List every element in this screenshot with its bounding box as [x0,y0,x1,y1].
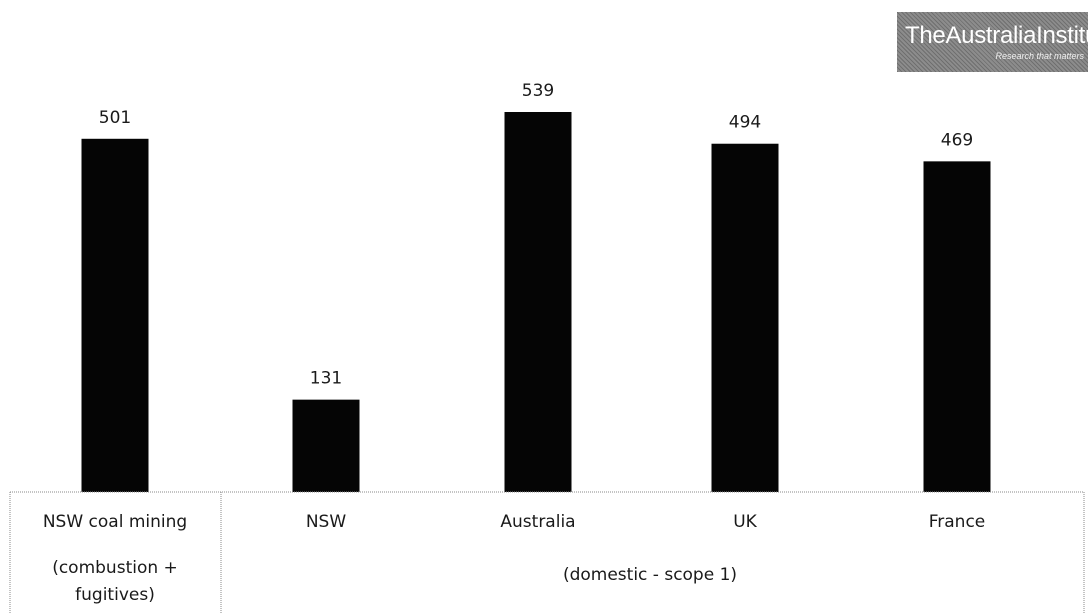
value-label-nsw-coal-mining: 501 [99,108,131,128]
value-label-nsw: 131 [310,369,342,389]
value-labels-group: 501 131 539 494 469 [99,81,973,389]
bar-nsw [292,399,360,492]
category-label-nsw-coal-mining: NSW coal mining [43,512,187,532]
category-label-australia: Australia [500,512,575,532]
value-label-uk: 494 [729,113,761,133]
category-label-france: France [929,512,986,532]
category-table-frame [9,491,1085,613]
australia-institute-logo: TheAustraliaInstitute Research that matt… [897,12,1088,72]
category-labels-group: NSW coal mining (combustion + fugitives) NS… [43,512,985,605]
bar-australia [504,112,572,492]
category-label-uk: UK [733,512,757,532]
bars-group [81,112,991,493]
bar-france [923,161,991,492]
category-sublabel-nsw-coal-mining-2: fugitives) [75,585,155,605]
logo-tagline: Research that matters [995,51,1084,61]
bar-nsw-coal-mining [81,138,149,493]
value-label-france: 469 [941,130,973,150]
category-sublabel-nsw-coal-mining-1: (combustion + [52,558,178,578]
value-label-australia: 539 [522,81,554,101]
group-label: (domestic - scope 1) [563,565,737,585]
category-label-nsw: NSW [306,512,347,532]
logo-text: TheAustraliaInstitute [905,22,1088,49]
bar-uk [711,143,779,493]
